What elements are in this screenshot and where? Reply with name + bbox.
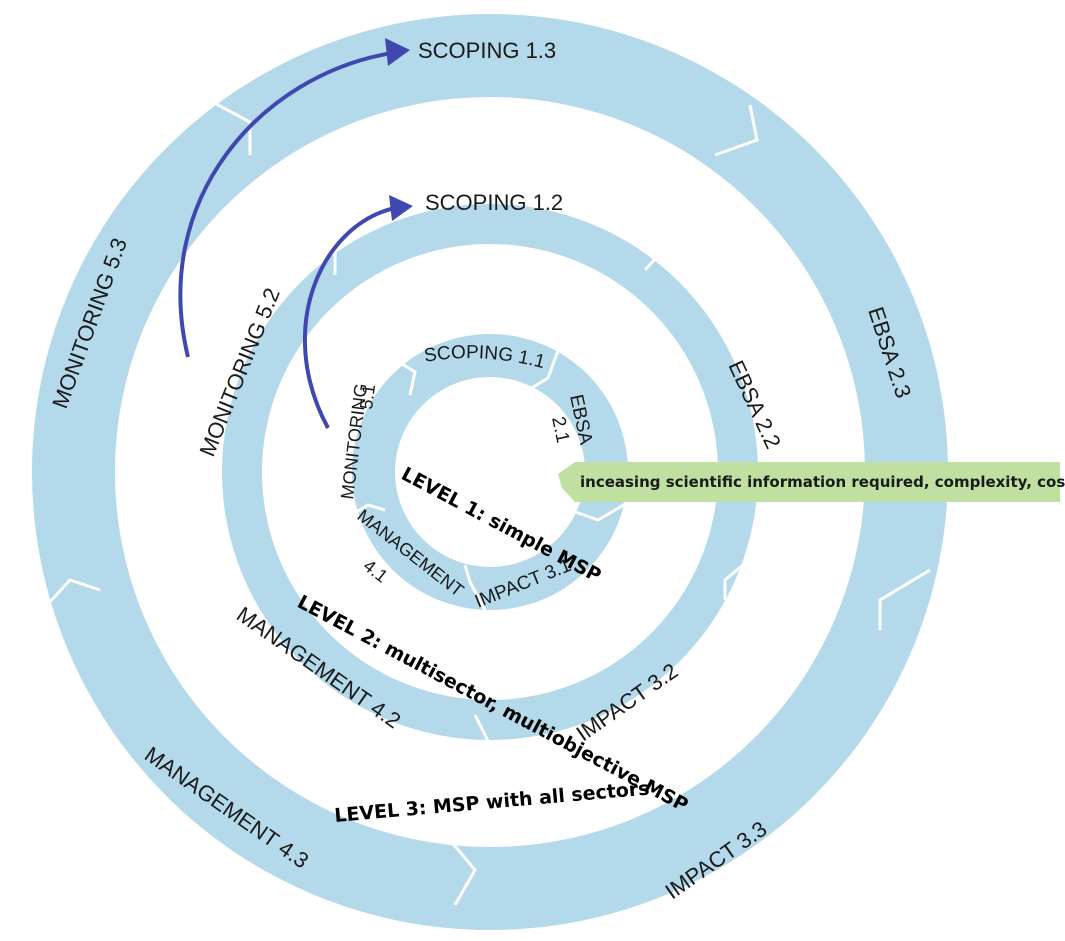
outer-ring-separators — [36, 96, 931, 906]
inner-ring-separators — [334, 339, 633, 611]
middle-ring-separators — [177, 214, 756, 776]
outer-ring — [32, 14, 948, 930]
segment-monitoring-5-1-line2: 5.1 — [356, 383, 379, 410]
curved-arrow-icon — [303, 195, 413, 429]
banner-text: inceasing scientific information require… — [580, 473, 1065, 491]
segment-scoping-1-3: SCOPING 1.3 — [418, 38, 556, 63]
segment-scoping-1-2: SCOPING 1.2 — [425, 190, 563, 215]
ring-group — [32, 14, 948, 930]
complexity-banner: inceasing scientific information require… — [558, 462, 1065, 502]
curved-arrow-icon — [178, 38, 410, 358]
